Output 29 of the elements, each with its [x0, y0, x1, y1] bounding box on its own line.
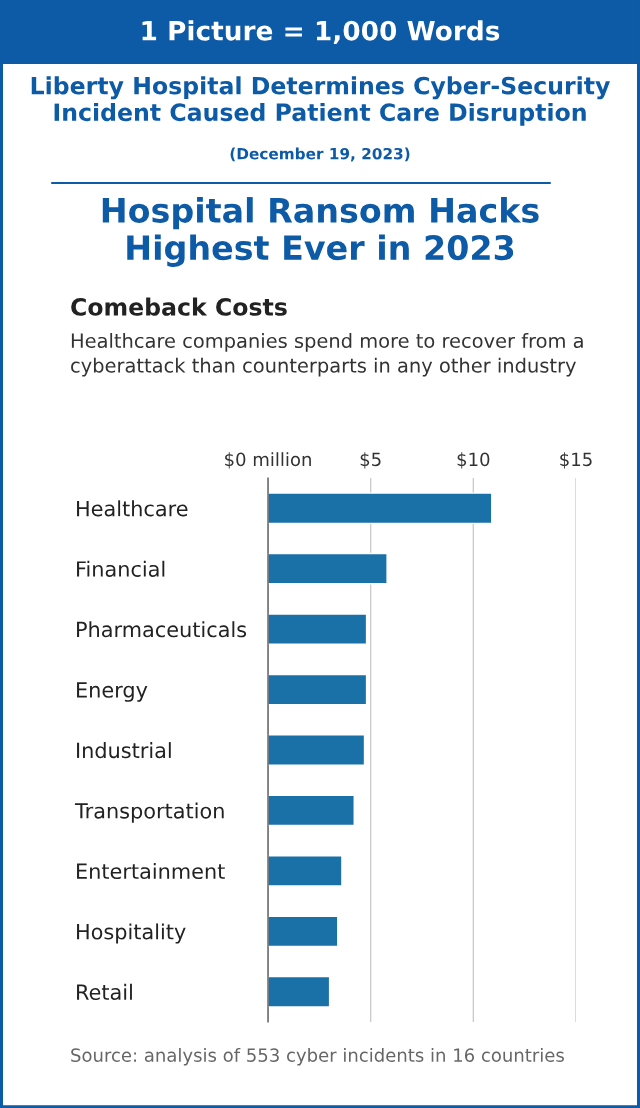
bar — [268, 915, 339, 948]
bar — [268, 552, 388, 585]
y-tick-label: Hospitality — [77, 923, 186, 944]
y-tick-label: Retail — [77, 983, 132, 1000]
x-tick-label: $0 million — [225, 452, 311, 469]
bar — [268, 975, 331, 1008]
bar — [268, 855, 343, 887]
text: 1 Picture = 1,000 Words — [142, 20, 500, 45]
y-tick-label: Healthcare — [77, 500, 188, 517]
chart-title: Comeback Costs — [71, 297, 287, 316]
y-tick-label: Transportation — [74, 802, 224, 823]
y-tick-label: Financial — [77, 560, 165, 577]
x-tick-label: $5 — [360, 452, 381, 469]
text: (December 19, 2023) — [230, 147, 410, 162]
source-note: Source: analysis of 553 cyber incidents in 16 countries — [71, 1048, 564, 1066]
bar — [268, 794, 355, 827]
x-tick-label: $15 — [560, 452, 592, 469]
y-tick-label: Pharmaceuticals — [77, 621, 247, 638]
bar — [268, 613, 368, 645]
text: Hospital Ransom Hacks Highest Ever in 2023 — [102, 197, 539, 267]
bar — [268, 673, 368, 706]
text: Liberty Hospital Determines Cyber-Security Incident Caused Patient Care Disruption — [31, 76, 610, 126]
bar — [268, 492, 493, 525]
y-tick-label: Industrial — [77, 742, 171, 759]
y-tick-label: Entertainment — [77, 862, 225, 880]
bar — [268, 734, 366, 766]
y-tick-label: Energy — [77, 682, 148, 702]
x-tick-label: $10 — [457, 452, 490, 469]
chart-subtitle: Healthcare companies spend more to recover from a cyberattack than counterparts in any other industry — [71, 333, 583, 377]
